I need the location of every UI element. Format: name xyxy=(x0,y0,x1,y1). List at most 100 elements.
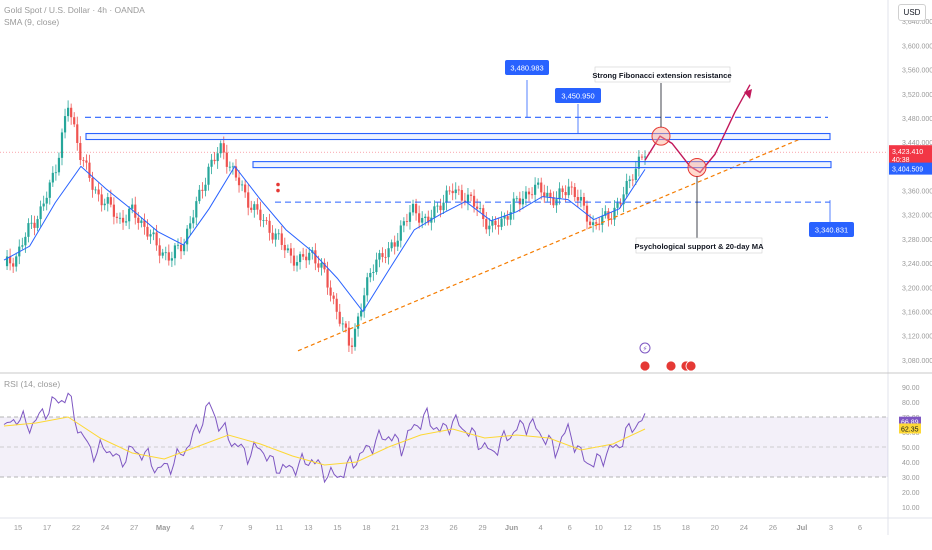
level-label-top: 3,480.983 xyxy=(505,60,549,75)
candle-body xyxy=(491,220,494,226)
rsi-tick-label: 80.00 xyxy=(902,400,920,407)
time-tick-label: 11 xyxy=(275,523,283,532)
candle-body xyxy=(39,206,42,220)
candle xyxy=(42,195,45,211)
candle-body xyxy=(405,221,409,223)
rsi-tick-label: 60.00 xyxy=(902,430,920,437)
candle-body xyxy=(613,207,616,220)
candle xyxy=(201,182,204,199)
candle xyxy=(67,100,70,122)
candle-body xyxy=(537,182,540,185)
candle-body xyxy=(372,272,375,273)
candle xyxy=(289,243,293,264)
candle xyxy=(506,210,509,226)
time-axis[interactable]: 15 17 22 24 27 May 4 7 9 11 13 15 18 21 23 26 29 Jun 4 6 10 1… xyxy=(14,523,862,532)
candle xyxy=(534,177,537,203)
candle xyxy=(70,103,73,125)
candle-body xyxy=(298,254,302,263)
candle xyxy=(302,247,305,260)
candle xyxy=(265,216,268,225)
candle-body xyxy=(631,179,634,181)
candle xyxy=(21,237,24,250)
candle-body xyxy=(592,222,595,226)
candle xyxy=(45,191,48,211)
candle xyxy=(280,225,283,250)
candle-body xyxy=(112,204,115,217)
candle xyxy=(448,186,451,195)
last-price-tag-text: 3,423.410 xyxy=(892,149,923,156)
candle xyxy=(637,150,640,177)
rsi-pane[interactable]: 90.0080.0070.0060.0050.0040.0030.0020.00… xyxy=(0,385,921,512)
candle xyxy=(305,248,308,269)
candle-body xyxy=(79,142,82,161)
candle xyxy=(445,185,448,211)
currency-button[interactable]: USD xyxy=(898,4,926,21)
candle-body xyxy=(231,166,235,168)
candle xyxy=(592,215,595,233)
candle-body xyxy=(366,277,369,296)
candle-body xyxy=(573,187,576,198)
candle-body xyxy=(109,197,112,205)
candle-body xyxy=(262,220,265,221)
candle-body xyxy=(201,189,204,191)
candle xyxy=(643,150,647,165)
price-tick-label: 3,240.000 xyxy=(902,261,932,268)
grid xyxy=(0,0,932,535)
price-tick-label: 3,200.000 xyxy=(902,285,932,292)
candle-body xyxy=(585,205,589,222)
candle xyxy=(433,200,436,223)
candle xyxy=(387,241,390,265)
candle-body xyxy=(436,205,439,207)
candle-body xyxy=(283,244,286,251)
candle xyxy=(9,248,12,271)
support-marker xyxy=(687,158,707,178)
candle xyxy=(262,214,265,228)
candle-body xyxy=(189,223,192,229)
candle-body xyxy=(451,190,454,194)
candle xyxy=(338,303,341,327)
candle xyxy=(561,185,564,198)
candle xyxy=(222,136,225,160)
candle-body xyxy=(497,225,500,227)
last-price-tag-bg xyxy=(889,145,932,166)
time-tick-label: 4 xyxy=(190,523,194,532)
candle xyxy=(82,156,85,167)
candle xyxy=(384,249,387,264)
candle xyxy=(390,239,393,252)
candle xyxy=(76,116,79,151)
candle xyxy=(640,154,644,161)
time-tick-label: 26 xyxy=(769,523,777,532)
candle xyxy=(85,154,88,170)
candle-body xyxy=(247,192,250,208)
candle-body xyxy=(546,192,549,197)
candle-body xyxy=(256,204,259,210)
candle-body xyxy=(454,189,457,194)
time-tick-label: 13 xyxy=(304,523,312,532)
candle-body xyxy=(421,217,424,223)
candle-body xyxy=(418,213,421,223)
candle-body xyxy=(164,252,167,254)
candle-body xyxy=(277,233,280,235)
candle-body xyxy=(503,216,506,219)
price-pane[interactable]: ⚡ xyxy=(0,84,888,372)
time-tick-label: 6 xyxy=(568,523,572,532)
candle xyxy=(164,246,167,261)
candle xyxy=(454,182,457,200)
price-tick-label: 3,360.000 xyxy=(902,189,932,196)
candle-body xyxy=(210,159,213,167)
candle-body xyxy=(445,190,448,203)
time-tick-label: 10 xyxy=(595,523,603,532)
level-label-top-text: 3,480.983 xyxy=(510,64,543,73)
candle-body xyxy=(344,323,347,328)
price-axis[interactable]: 3,080.000 3,120.000 3,160.000 3,200.000 3,24… xyxy=(889,19,932,365)
candle xyxy=(36,215,39,232)
resistance-callout-bg xyxy=(594,66,731,83)
candle-body xyxy=(598,223,601,225)
candle xyxy=(500,211,503,231)
candle-body xyxy=(146,226,149,237)
lightning-event-glyph: ⚡ xyxy=(643,345,648,353)
candle xyxy=(610,211,613,225)
candle xyxy=(366,272,369,302)
candle xyxy=(512,192,515,220)
